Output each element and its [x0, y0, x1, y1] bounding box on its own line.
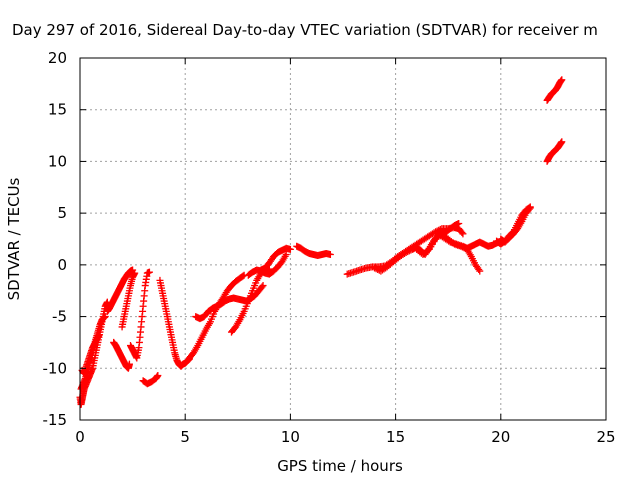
data-point — [154, 372, 162, 380]
data-series — [139, 372, 162, 388]
data-point — [282, 251, 290, 259]
data-point — [286, 245, 294, 253]
data-point — [239, 272, 247, 280]
data-series — [110, 338, 133, 372]
data-series — [413, 230, 484, 275]
data-point — [402, 248, 410, 256]
y-tick-label: -10 — [43, 359, 68, 377]
data-point — [404, 248, 412, 256]
data-series — [434, 230, 505, 252]
x-tick-label: 0 — [75, 428, 85, 446]
data-point — [455, 219, 463, 227]
y-tick-label: -5 — [52, 308, 67, 326]
data-point — [405, 247, 413, 255]
data-point — [100, 314, 108, 322]
data-point — [458, 229, 466, 237]
data-point — [558, 76, 566, 84]
data-series — [156, 276, 193, 370]
data-points — [76, 76, 566, 408]
data-point — [100, 313, 108, 321]
chart-title: Day 297 of 2016, Sidereal Day-to-day VTE… — [12, 21, 598, 39]
data-series — [293, 242, 334, 260]
data-point — [424, 247, 432, 255]
data-series — [118, 269, 139, 331]
data-point — [131, 269, 139, 277]
data-point — [101, 313, 109, 321]
data-point — [526, 204, 534, 212]
data-series — [543, 76, 566, 104]
y-tick-label: 0 — [57, 256, 67, 274]
data-point — [459, 230, 467, 238]
data-point — [476, 267, 484, 275]
data-series — [543, 138, 566, 165]
data-series — [227, 265, 273, 336]
data-point — [145, 268, 153, 276]
x-tick-label: 10 — [281, 428, 300, 446]
y-axis-label: SDTVAR / TECUs — [5, 177, 23, 300]
data-point — [371, 264, 379, 272]
x-tick-label: 15 — [386, 428, 405, 446]
data-point — [445, 237, 453, 245]
y-tick-label: 10 — [48, 152, 67, 170]
axis-ticks: 0 5 10 15 20 25 -15 -10 -5 0 5 10 15 20 — [43, 49, 616, 446]
x-axis-label: GPS time / hours — [277, 457, 403, 475]
data-point — [372, 265, 380, 273]
y-tick-label: 20 — [48, 49, 67, 67]
data-point — [95, 331, 103, 339]
plot-frame — [79, 57, 607, 421]
grid — [80, 58, 606, 420]
data-point — [475, 266, 483, 274]
data-series — [257, 244, 294, 274]
data-series — [103, 266, 137, 315]
data-series — [126, 268, 153, 362]
x-tick-label: 20 — [491, 428, 510, 446]
data-point — [125, 360, 133, 368]
y-tick-label: 5 — [57, 204, 67, 222]
data-point — [558, 138, 566, 146]
data-point — [259, 282, 267, 290]
data-point — [326, 251, 334, 259]
y-tick-label: -15 — [43, 411, 68, 429]
data-series — [78, 331, 103, 377]
y-tick-label: 15 — [48, 101, 67, 119]
x-tick-label: 25 — [596, 428, 615, 446]
data-point — [258, 283, 266, 291]
data-series — [185, 271, 248, 362]
data-point — [525, 205, 533, 213]
x-tick-label: 5 — [180, 428, 190, 446]
data-series — [192, 282, 267, 323]
data-series — [497, 204, 534, 246]
